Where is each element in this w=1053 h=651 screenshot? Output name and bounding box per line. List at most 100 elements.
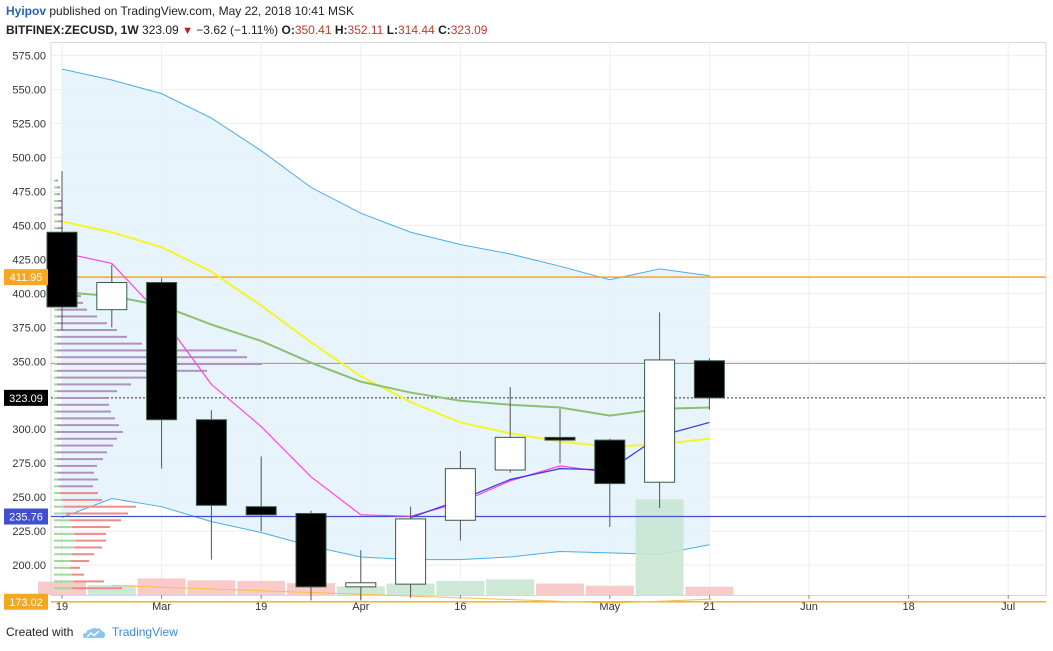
high-value: 352.11 (347, 23, 384, 37)
publish-line: Hyipov published on TradingView.com, May… (6, 4, 354, 18)
volume-profile-up-bar (54, 179, 56, 182)
volume-profile-up-bar (54, 485, 59, 488)
interval: 1W (120, 23, 139, 37)
volume-bar (87, 585, 136, 595)
support-trend-line (111, 584, 713, 604)
x-tick-label: 18 (902, 601, 914, 613)
low-label: L: (386, 23, 399, 37)
volume-bar (486, 579, 535, 595)
volume-bar (585, 585, 634, 595)
volume-profile-up-bar (54, 458, 57, 461)
volume-profile-up-bar (54, 308, 57, 311)
volume-profile-down-bar (57, 437, 117, 440)
x-tick-label: Jun (800, 601, 818, 613)
x-tick-label: 19 (56, 601, 68, 613)
volume-profile-up-bar (54, 369, 57, 372)
y-tick-label: 350.00 (12, 356, 46, 368)
volume-profile-up-bar (54, 532, 74, 535)
author-link[interactable]: Hyipov (6, 4, 47, 18)
price-change: −3.62 (−1.11%) (196, 23, 279, 37)
volume-profile-down-bar (57, 458, 103, 461)
candle-body (345, 582, 377, 588)
volume-profile-down-bar (57, 417, 115, 420)
volume-profile-up-bar (54, 471, 58, 474)
volume-profile-up-bar (54, 206, 58, 209)
price-chart[interactable]: 200.00225.00250.00275.00300.00325.00350.… (0, 42, 1053, 617)
y-tick-label: 250.00 (12, 492, 46, 504)
volume-profile-down-bar (57, 186, 60, 189)
open-value: 350.41 (294, 23, 332, 37)
volume-profile-up-bar (54, 383, 57, 386)
candle (644, 312, 676, 509)
volume-profile-down-bar (72, 573, 84, 576)
volume-profile-up-bar (54, 539, 76, 542)
candle-body (594, 439, 626, 485)
candle (195, 410, 227, 560)
chart-header: Hyipov published on TradingView.com, May… (0, 0, 1053, 42)
volume-bar (436, 580, 485, 595)
x-tick-label: May (599, 601, 620, 613)
volume-profile-down-bar (57, 444, 113, 447)
candle (245, 456, 277, 532)
volume-profile-up-bar (54, 356, 57, 359)
volume-profile-down-bar (59, 485, 93, 488)
symbol: BITFINEX:ZECUSD (6, 23, 114, 37)
volume-profile-up-bar (54, 417, 57, 420)
y-tick-label: 300.00 (12, 424, 46, 436)
volume-profile-up-bar (54, 410, 57, 413)
volume-profile-down-bar (57, 193, 60, 196)
volume-profile-down-bar (66, 512, 128, 515)
volume-profile-up-bar (54, 512, 66, 515)
tradingview-link[interactable]: TradingView (111, 625, 178, 639)
created-with-text: Created with (6, 625, 74, 639)
y-tick-label: 450.00 (12, 220, 46, 232)
volume-profile-up-bar (54, 199, 58, 202)
candle (46, 171, 78, 331)
price-level-tag (4, 269, 48, 286)
volume-profile-down-bar (58, 213, 63, 216)
lower-band-line (61, 498, 710, 561)
candle-body (245, 506, 277, 516)
y-tick-label: 425.00 (12, 254, 46, 266)
volume-bar (685, 586, 734, 595)
volume-profile-down-bar (57, 315, 97, 318)
volume-profile-down-bar (57, 329, 117, 332)
volume-profile-down-bar (58, 478, 98, 481)
volume-profile-up-bar (54, 186, 57, 189)
volume-profile-down-bar (72, 553, 94, 556)
volume-profile-down-bar (56, 179, 58, 182)
volume-profile-down-bar (71, 560, 89, 563)
volume-profile-down-bar (57, 383, 131, 386)
volume-profile-down-bar (62, 498, 102, 501)
volume-profile-up-bar (54, 464, 57, 467)
close-label: C: (438, 23, 451, 37)
volume-profile-up-bar (54, 580, 74, 583)
volume-profile-up-bar (54, 560, 71, 563)
y-tick-label: 275.00 (12, 458, 46, 470)
y-tick-label: 475.00 (12, 186, 46, 198)
volume-profile-down-bar (57, 451, 107, 454)
y-tick-label: 375.00 (12, 322, 46, 334)
volume-profile-down-bar (57, 396, 107, 399)
volume-bar (137, 578, 186, 595)
volume-profile-down-bar (76, 539, 106, 542)
volume-profile-up-bar (54, 451, 57, 454)
volume-bar (187, 580, 236, 595)
volume-profile-down-bar (72, 587, 122, 590)
candle-body (444, 468, 476, 521)
price-level-label: 173.02 (9, 597, 43, 609)
price-level-label: 323.09 (9, 393, 43, 405)
published-text: published on TradingView.com, May 22, 20… (49, 4, 354, 18)
candle (295, 510, 327, 601)
volume-profile-up-bar (54, 315, 57, 318)
volume-profile-up-bar (54, 566, 70, 569)
volume-profile-up-bar (54, 587, 72, 590)
candle-body (544, 436, 576, 441)
volume-profile-down-bar (57, 424, 119, 427)
close-value: 323.09 (450, 23, 488, 37)
volume-profile-up-bar (54, 478, 58, 481)
volume-profile-up-bar (54, 335, 57, 338)
y-tick-label: 400.00 (12, 288, 46, 300)
x-tick-label: 16 (454, 601, 466, 613)
volume-profile-up-bar (54, 505, 64, 508)
